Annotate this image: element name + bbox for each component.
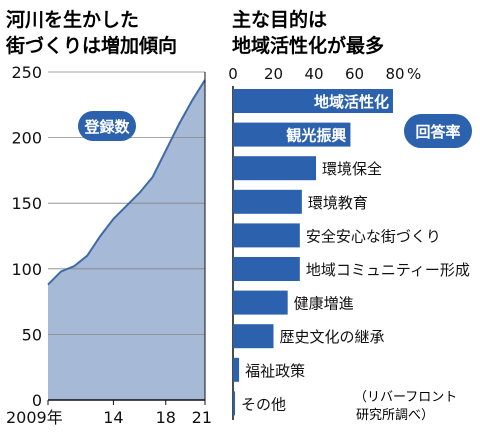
left-badge-pill [78, 111, 136, 141]
bar-category-label: 健康増進 [294, 295, 354, 313]
y-tick-label: 50 [22, 325, 42, 344]
bar [233, 122, 351, 147]
y-tick-label: 200 [11, 129, 42, 148]
bar-category-label: 観光振興 [286, 127, 346, 145]
area-fill [48, 79, 205, 400]
x-tick-label: 18 [156, 408, 176, 427]
bar-category-label: 福祉政策 [245, 362, 305, 380]
bar-category-label: 歴史文化の継承 [280, 328, 385, 346]
bar [233, 223, 300, 248]
x-tick-label: 80 [385, 65, 404, 83]
x-tick-label: 14 [103, 408, 123, 427]
x-tick-label: 21 [192, 408, 212, 427]
left-title-line-1: 河川を生かした [6, 8, 139, 31]
bar [233, 156, 317, 181]
left-badge: 登録数 [78, 111, 136, 141]
right-badge: 回答率 [404, 114, 472, 148]
bar-category-label: 環境教育 [308, 194, 368, 212]
y-tick-label: 0 [32, 391, 42, 410]
x-tick-label: 60 [345, 65, 364, 83]
source-note-line-2: 研究所調べ） [356, 408, 434, 423]
right-badge-pill [404, 114, 472, 148]
x-tick-label: 40 [304, 65, 323, 83]
bar [233, 357, 240, 382]
x-tick-label: 0 [228, 65, 238, 83]
left-title-line-2: 街づくりは増加傾向 [5, 34, 177, 57]
x-tick-label: 20 [264, 65, 283, 83]
left-badge-label: 登録数 [83, 118, 130, 136]
y-tick-label: 150 [11, 194, 42, 213]
bar-category-label: 地域コミュニティー形成 [306, 261, 470, 279]
bar [233, 324, 274, 349]
right-bar-chart: 0 20 40 60 80 % 地域活性化観光振興環境保全環境教育安全安心な街づくり地域コミ… [228, 65, 470, 420]
bar-category-label: 安全安心な街づくり [306, 227, 441, 245]
y-tick-label: 100 [11, 260, 42, 279]
bar-category-label: 地域活性化 [314, 93, 389, 111]
bar [233, 290, 288, 315]
x-tick-label: 2009年 [6, 408, 63, 427]
source-note-line-1: （リバーフロント [354, 390, 457, 405]
bar [233, 391, 236, 416]
bar [233, 257, 300, 281]
right-title-line-1: 主な目的は [232, 8, 327, 31]
bar-category-label: 環境保全 [322, 160, 382, 178]
bar-category-label: その他 [241, 395, 286, 413]
right-badge-label: 回答率 [415, 123, 460, 141]
bar [233, 89, 393, 113]
x-unit-label: % [407, 65, 421, 83]
y-tick-label: 250 [11, 63, 42, 82]
right-title-line-2: 地域活性化が最多 [232, 34, 384, 57]
bar [233, 189, 302, 214]
